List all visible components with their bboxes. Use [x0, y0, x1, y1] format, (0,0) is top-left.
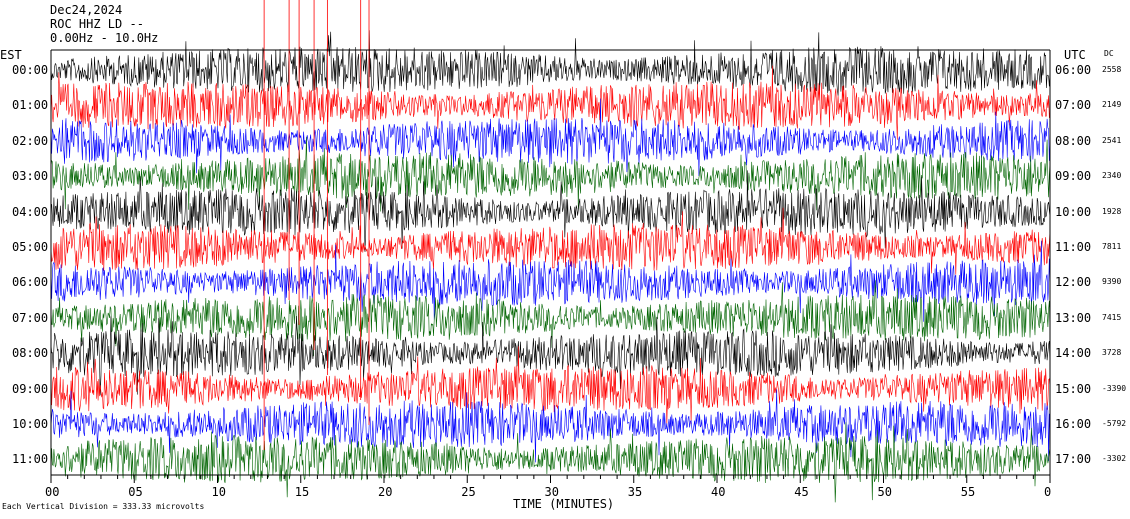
- utc-row-label: 16:00: [1055, 417, 1092, 431]
- trace-row-0000: [50, 30, 1051, 96]
- dc-offset-label: 7811: [1102, 242, 1122, 251]
- x-tick-label: 30: [545, 485, 559, 499]
- utc-row-label: 11:00: [1055, 240, 1092, 254]
- utc-row-label: 09:00: [1055, 169, 1092, 184]
- est-axis-title: EST: [0, 48, 22, 62]
- est-row-label: 08:00: [12, 346, 49, 361]
- header-date: Dec24,2024: [50, 3, 123, 17]
- trace-row-0900: [50, 346, 1051, 426]
- x-tick-label: 40: [711, 485, 725, 499]
- est-row-label: 06:00: [12, 275, 49, 290]
- x-tick-label: 50: [878, 485, 892, 499]
- utc-row-label: 17:00: [1055, 452, 1092, 467]
- dc-offset-label: 2149: [1102, 100, 1122, 110]
- trace-row-0500: [50, 207, 1051, 275]
- dc-offset-label: 9390: [1102, 277, 1122, 287]
- header-filter: 0.00Hz - 10.0Hz: [50, 31, 159, 45]
- est-row-label: 09:00: [12, 381, 49, 396]
- x-tick-label: 55: [961, 485, 975, 499]
- trace-row-0100: [50, 65, 1051, 140]
- dc-column-title: DC: [1104, 49, 1114, 58]
- est-row-label: 04:00: [12, 204, 49, 219]
- seismic-traces: [50, 0, 1051, 503]
- dc-offset-label: -3390: [1102, 383, 1127, 393]
- header-station: ROC HHZ LD --: [50, 17, 144, 31]
- dc-offset-label: 1928: [1102, 206, 1122, 216]
- dc-offset-label: -3302: [1102, 454, 1127, 464]
- utc-row-label: 15:00: [1055, 381, 1092, 396]
- utc-row-label: 13:00: [1055, 310, 1092, 325]
- est-row-label: 02:00: [12, 133, 49, 148]
- dc-offset-label: 2541: [1102, 135, 1122, 145]
- utc-row-label: 08:00: [1055, 133, 1092, 148]
- x-tick-label: 35: [628, 485, 642, 499]
- trace-row-0700: [50, 280, 1051, 357]
- trace-row-0400: [50, 170, 1051, 253]
- utc-row-label: 10:00: [1055, 204, 1092, 219]
- x-tick-label: 0: [1044, 485, 1051, 499]
- x-tick-label: 05: [128, 485, 142, 499]
- est-row-label: 00:00: [12, 63, 49, 77]
- trace-row-0200: [50, 98, 1051, 177]
- x-tick-label: 45: [794, 485, 808, 499]
- dc-offset-label: -5792: [1102, 419, 1127, 428]
- est-row-label: 05:00: [12, 240, 49, 254]
- est-row-label: 10:00: [12, 417, 49, 431]
- x-axis-label: TIME (MINUTES): [513, 497, 615, 511]
- dc-offset-label: 7415: [1102, 312, 1122, 322]
- utc-row-label: 06:00: [1055, 63, 1092, 77]
- time-axis-ticks: 00 05 10 15 20 25 30 35 40 45 50 55 0: [45, 475, 1051, 499]
- dc-offset-label: 2558: [1102, 65, 1122, 74]
- trace-row-0300: [50, 136, 1051, 212]
- est-row-label: 03:00: [12, 169, 49, 184]
- dc-offset-label: 3728: [1102, 348, 1122, 358]
- utc-row-label: 12:00: [1055, 275, 1092, 290]
- utc-row-label: 07:00: [1055, 98, 1092, 113]
- trace-row-0800: [50, 315, 1051, 396]
- x-tick-label: 20: [378, 485, 392, 499]
- est-row-label: 11:00: [12, 452, 49, 467]
- utc-axis-title: UTC: [1064, 48, 1086, 62]
- footer-note: Each Vertical Division = 333.33 microvol…: [2, 502, 205, 511]
- est-row-label: 01:00: [12, 98, 49, 113]
- x-tick-label: 10: [212, 485, 226, 499]
- est-row-label: 07:00: [12, 310, 49, 325]
- x-tick-label: 15: [295, 485, 309, 499]
- dc-offset-label: 2340: [1102, 171, 1122, 181]
- utc-row-label: 14:00: [1055, 346, 1092, 361]
- x-tick-label: 25: [461, 485, 475, 499]
- trace-row-1000: [50, 389, 1051, 463]
- x-tick-label: 00: [45, 485, 59, 499]
- trace-row-0600: [50, 240, 1051, 322]
